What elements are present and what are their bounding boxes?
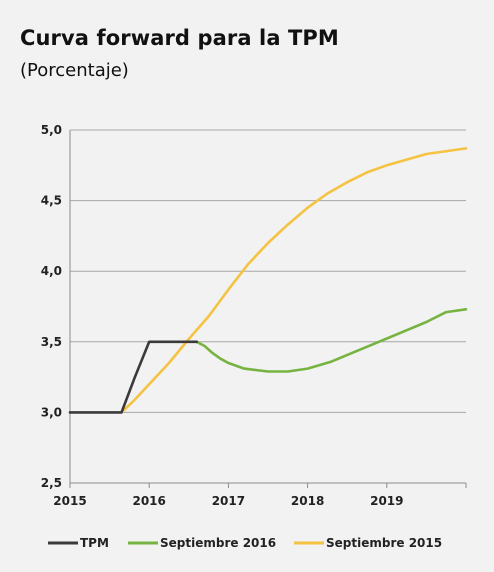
series-lines	[68, 147, 468, 414]
y-tick-label: 3,5	[41, 335, 62, 349]
x-tick-label: 2015	[53, 494, 86, 508]
series-line-tpm	[68, 340, 198, 414]
y-tick-label: 5,0	[41, 123, 62, 137]
legend: TPM Septiembre 2016 Septiembre 2015	[48, 536, 442, 550]
legend-label: TPM	[80, 536, 109, 550]
y-tick-label: 4,5	[41, 194, 62, 208]
x-tick-label: 2019	[370, 494, 403, 508]
y-tick-label: 3,0	[41, 405, 62, 419]
legend-label: Septiembre 2015	[326, 536, 442, 550]
axes: 2,5 3,0 3,5 4,0 4,5 5,0 2015 2016 2017 2018 2019	[41, 123, 467, 508]
y-tick-label: 4,0	[41, 264, 62, 278]
gridlines	[70, 129, 466, 484]
x-tick-label: 2017	[212, 494, 245, 508]
y-tick-label: 2,5	[41, 476, 62, 490]
series-line-septiembre-2015	[120, 147, 468, 414]
series-line-septiembre-2016	[195, 308, 468, 373]
x-tick-label: 2018	[291, 494, 324, 508]
chart-subtitle: (Porcentaje)	[20, 60, 129, 81]
x-tick-label: 2016	[132, 494, 165, 508]
legend-label: Septiembre 2016	[160, 536, 276, 550]
chart-title: Curva forward para la TPM	[20, 26, 339, 50]
